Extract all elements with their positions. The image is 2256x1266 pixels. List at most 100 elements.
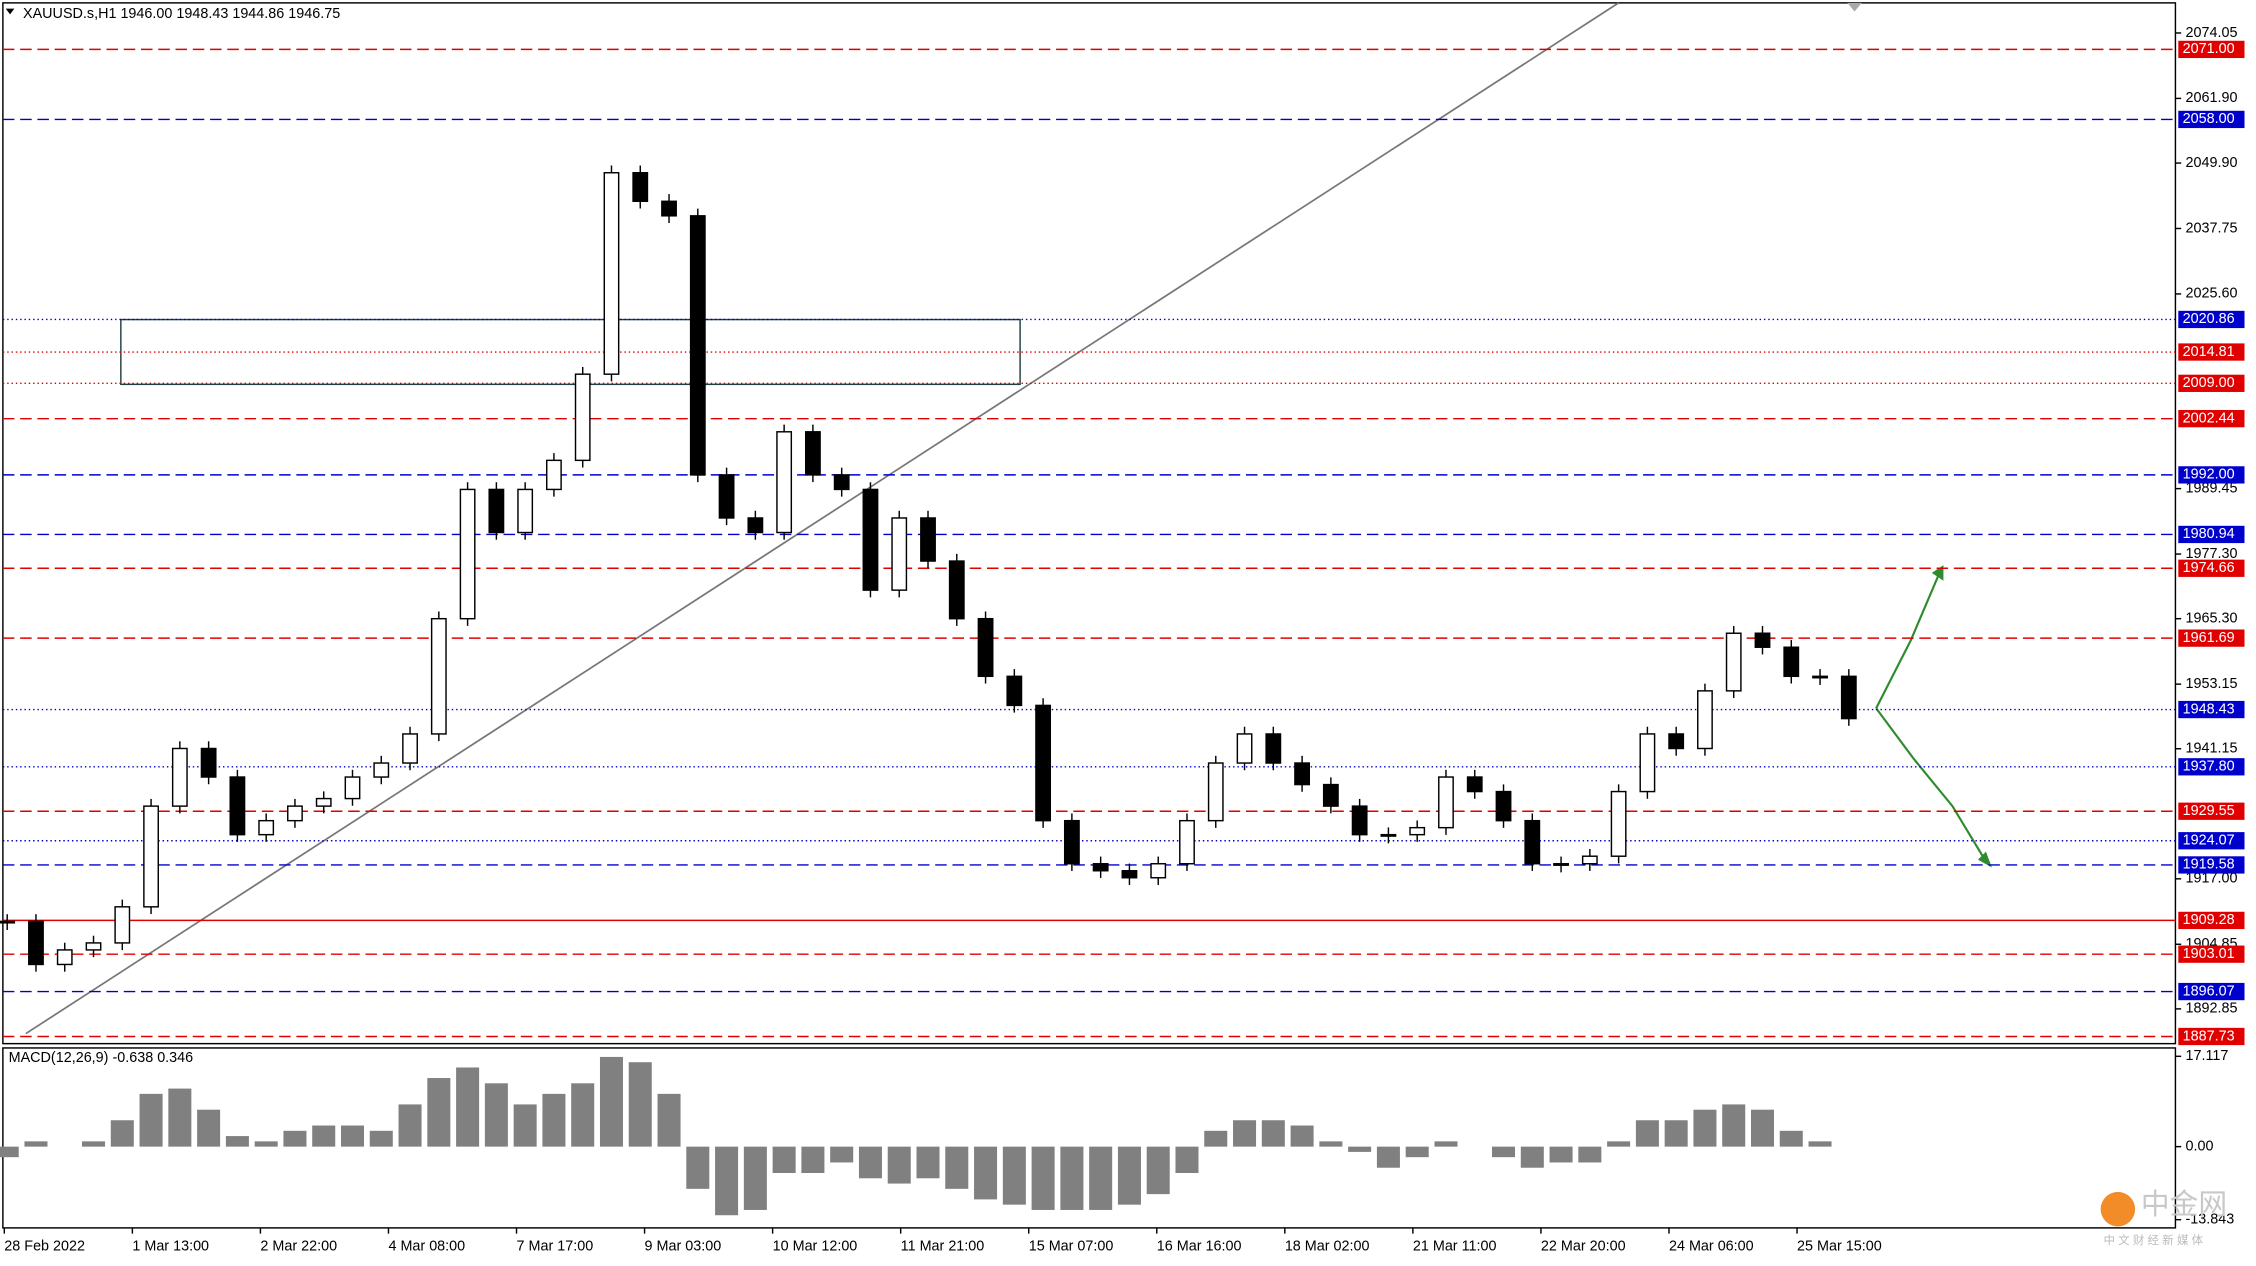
menu-triangle: [5, 8, 15, 15]
macd-bar: [225, 1136, 249, 1147]
level-label: 1924.07: [2183, 833, 2235, 849]
macd-bar: [1664, 1120, 1688, 1147]
macd-bar: [340, 1125, 365, 1147]
level-label: 1937.80: [2183, 759, 2235, 775]
level-label-box: [2178, 911, 2245, 930]
level-label-box: [2178, 758, 2245, 776]
watermark-sub: 中 文 财 经 新 媒 体: [2103, 1233, 2203, 1247]
macd-bar: [1434, 1141, 1458, 1147]
candle: [1495, 790, 1512, 822]
candle: [85, 942, 102, 951]
x-tick-label: 9 Mar 03:00: [645, 1238, 722, 1254]
candle: [718, 474, 735, 519]
macd-bar: [743, 1146, 767, 1210]
level-label: 2014.81: [2183, 344, 2235, 360]
candle: [373, 762, 390, 778]
macd-tick-label: 0.00: [2186, 1138, 2214, 1154]
candle: [1581, 855, 1598, 865]
candle: [1754, 632, 1771, 648]
macd-bar: [1376, 1146, 1400, 1168]
macd-bar: [772, 1146, 796, 1174]
macd-bar: [1233, 1120, 1257, 1147]
macd-bar: [484, 1083, 508, 1147]
candle: [1524, 819, 1541, 865]
candle: [1840, 675, 1857, 720]
candle: [948, 560, 965, 620]
macd-bar: [82, 1141, 106, 1147]
level-label: 1887.73: [2183, 1028, 2235, 1044]
level-label-box: [2178, 945, 2245, 963]
candle: [546, 459, 562, 491]
level-label: 1896.07: [2183, 983, 2235, 999]
macd-bar: [542, 1093, 566, 1147]
x-tick-label: 21 Mar 11:00: [1413, 1238, 1497, 1254]
candle: [862, 488, 879, 591]
macd-bar: [1290, 1125, 1314, 1147]
level-label-box: [2178, 525, 2245, 544]
candle: [747, 517, 764, 534]
macd-bar: [916, 1146, 940, 1179]
candle: [891, 517, 908, 591]
candle: [1697, 690, 1713, 750]
level-label-box: [2178, 466, 2245, 484]
candle: [1265, 733, 1282, 764]
candle: [1294, 762, 1311, 786]
macd-bar: [1549, 1146, 1573, 1163]
macd-bar: [628, 1062, 652, 1147]
level-label-box: [2178, 410, 2245, 428]
macd-bar: [1808, 1141, 1832, 1147]
candle: [315, 797, 332, 807]
candle: [258, 819, 275, 836]
macd-bar: [427, 1078, 451, 1147]
y-tick-label: 2037.75: [2186, 220, 2238, 236]
candle: [517, 488, 534, 534]
candle: [0, 920, 16, 924]
candle: [1812, 675, 1828, 679]
level-label: 1929.55: [2183, 803, 2235, 819]
macd-bar: [1492, 1146, 1516, 1158]
y-tick-label: 1917.00: [2186, 871, 2238, 887]
macd-bar: [197, 1109, 221, 1147]
macd-bar: [1779, 1130, 1803, 1147]
candle: [1380, 833, 1397, 837]
macd-bar: [657, 1093, 681, 1147]
candle: [488, 488, 505, 534]
candle: [1150, 863, 1167, 879]
candle: [661, 200, 677, 217]
macd-bar: [858, 1146, 882, 1179]
level-label-box: [2178, 802, 2245, 820]
candle: [402, 733, 418, 764]
level-label-box: [2178, 343, 2245, 361]
candle: [1610, 790, 1627, 857]
level-label: 2009.00: [2183, 375, 2235, 391]
level-label: 1903.01: [2183, 946, 2235, 962]
x-tick-label: 18 Mar 02:00: [1285, 1238, 1370, 1254]
candle: [1322, 783, 1339, 807]
level-label: 1961.69: [2183, 630, 2235, 646]
candle: [603, 172, 620, 375]
level-label: 1909.28: [2183, 912, 2235, 928]
candle: [1121, 870, 1138, 879]
x-tick-label: 28 Feb 2022: [4, 1238, 85, 1254]
watermark-text: 中金网: [2141, 1189, 2227, 1221]
macd-bar: [1117, 1146, 1141, 1205]
candle: [171, 747, 188, 807]
candle: [229, 776, 246, 836]
x-tick-label: 1 Mar 13:00: [132, 1238, 209, 1254]
macd-bar: [1635, 1120, 1659, 1147]
shift-marker: [1847, 2, 1862, 12]
level-label: 1974.66: [2183, 560, 2235, 576]
candle: [287, 805, 303, 822]
level-label: 2058.00: [2183, 111, 2235, 127]
macd-frame: [2, 1047, 2177, 1229]
candle: [1207, 762, 1224, 822]
candle: [1668, 733, 1685, 750]
level-label: 2020.86: [2183, 311, 2235, 327]
level-label: 1948.43: [2183, 701, 2235, 717]
macd-bar: [801, 1146, 825, 1174]
trend-line: [25, 2, 1620, 1035]
x-tick-label: 11 Mar 21:00: [901, 1238, 985, 1254]
y-tick-label: 2025.60: [2186, 286, 2238, 302]
y-tick-label: 1892.85: [2186, 1001, 2238, 1017]
